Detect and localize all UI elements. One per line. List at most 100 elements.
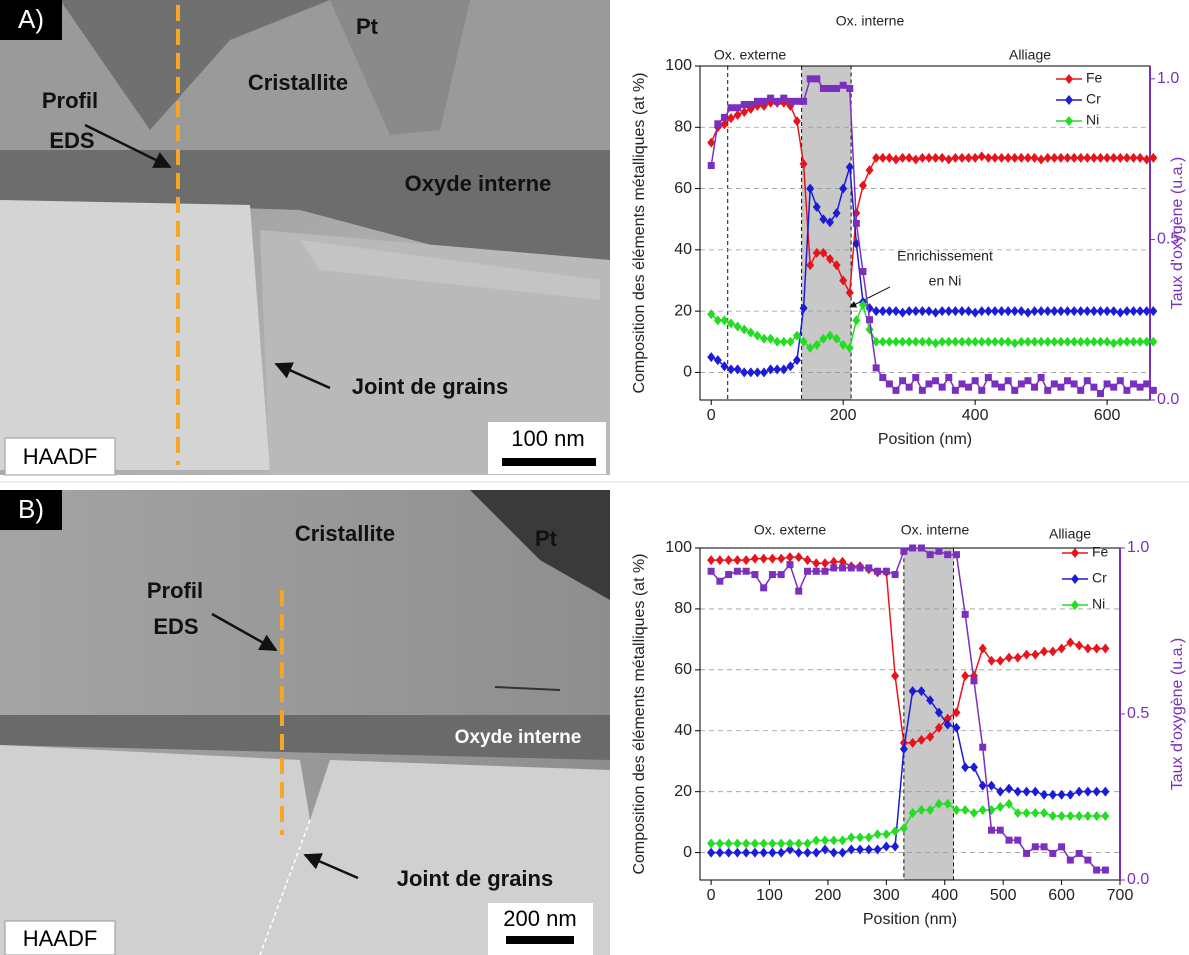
data-point <box>760 584 768 592</box>
data-point <box>1092 811 1101 822</box>
x-tick-label: 100 <box>756 887 783 904</box>
data-point <box>970 677 978 685</box>
x-tick-label: 600 <box>1048 887 1075 904</box>
data-point <box>961 762 970 773</box>
data-point <box>747 101 755 109</box>
data-point <box>1017 306 1026 317</box>
data-point <box>733 321 742 332</box>
data-point <box>1057 383 1065 391</box>
data-point <box>1048 811 1057 822</box>
data-point <box>1048 646 1057 657</box>
data-point <box>1083 811 1092 822</box>
data-point <box>803 567 811 575</box>
data-point <box>924 152 933 163</box>
data-point <box>1050 336 1059 347</box>
data-point <box>891 571 899 579</box>
data-point <box>812 835 821 846</box>
data-point <box>891 670 900 681</box>
data-point <box>714 120 722 128</box>
data-point <box>865 324 874 335</box>
y-axis-label: Composition des éléments métalliques (at… <box>631 72 648 393</box>
data-point <box>1043 152 1052 163</box>
data-point <box>1110 383 1118 391</box>
data-point <box>760 333 769 344</box>
data-point <box>1129 336 1138 347</box>
data-point <box>786 361 795 372</box>
x-tick-label: 200 <box>815 887 842 904</box>
data-point <box>780 94 788 102</box>
data-point <box>938 152 947 163</box>
data-point <box>997 152 1006 163</box>
data-point <box>852 315 861 326</box>
data-point <box>777 571 785 579</box>
data-point <box>952 551 960 559</box>
legend-marker <box>1071 600 1079 610</box>
data-point <box>1030 306 1039 317</box>
data-point <box>1010 306 1019 317</box>
data-point <box>839 564 847 572</box>
annotation: en Ni <box>929 273 962 289</box>
data-point <box>931 307 940 318</box>
data-point <box>759 847 768 858</box>
data-point <box>872 364 880 372</box>
data-point <box>742 838 751 849</box>
data-point <box>1058 843 1066 851</box>
data-point <box>918 386 926 394</box>
data-point <box>885 152 894 163</box>
data-point <box>892 386 900 394</box>
data-point <box>720 361 729 372</box>
data-point <box>1076 152 1085 163</box>
data-point <box>733 364 742 375</box>
data-point <box>1103 152 1112 163</box>
data-point <box>964 306 973 317</box>
data-point <box>707 847 716 858</box>
data-point <box>905 336 914 347</box>
region-label: Alliage <box>1049 526 1091 542</box>
x-tick-label: 300 <box>873 887 900 904</box>
scale-bar-label: 100 nm <box>511 426 584 451</box>
data-point <box>1023 307 1032 318</box>
data-point <box>1030 336 1039 347</box>
data-point <box>996 655 1005 666</box>
data-point <box>1122 152 1131 163</box>
data-point <box>1031 649 1040 660</box>
data-point <box>898 152 907 163</box>
data-point <box>1103 336 1112 347</box>
data-point <box>725 571 733 579</box>
data-point <box>1010 152 1019 163</box>
data-point <box>707 162 715 170</box>
data-point <box>978 780 987 791</box>
region-label: Ox. externe <box>714 47 787 63</box>
data-point <box>785 844 794 855</box>
data-point <box>1129 152 1138 163</box>
data-point <box>977 151 986 162</box>
data-point <box>898 336 907 347</box>
image-b <box>0 490 610 955</box>
data-point <box>786 336 795 347</box>
x-tick-label: 700 <box>1107 887 1134 904</box>
y-tick-label: 40 <box>674 241 692 258</box>
data-point <box>1056 152 1065 163</box>
data-point <box>944 154 953 165</box>
data-point <box>899 377 907 385</box>
data-point <box>1089 336 1098 347</box>
data-point <box>987 826 995 834</box>
data-point <box>900 547 908 555</box>
data-point <box>944 336 953 347</box>
data-point <box>733 555 742 566</box>
data-point <box>905 306 914 317</box>
data-point <box>1109 338 1118 349</box>
image-annotation: Cristallite <box>295 521 395 546</box>
data-point <box>1031 843 1039 851</box>
data-point <box>856 844 865 855</box>
data-point <box>1057 811 1066 822</box>
data-point <box>727 104 735 112</box>
data-point <box>984 374 992 382</box>
data-point <box>1101 811 1110 822</box>
data-point <box>878 306 887 317</box>
data-point <box>838 835 847 846</box>
data-point <box>1122 336 1131 347</box>
data-point <box>944 551 952 559</box>
data-point <box>882 567 890 575</box>
data-point <box>1093 866 1101 874</box>
